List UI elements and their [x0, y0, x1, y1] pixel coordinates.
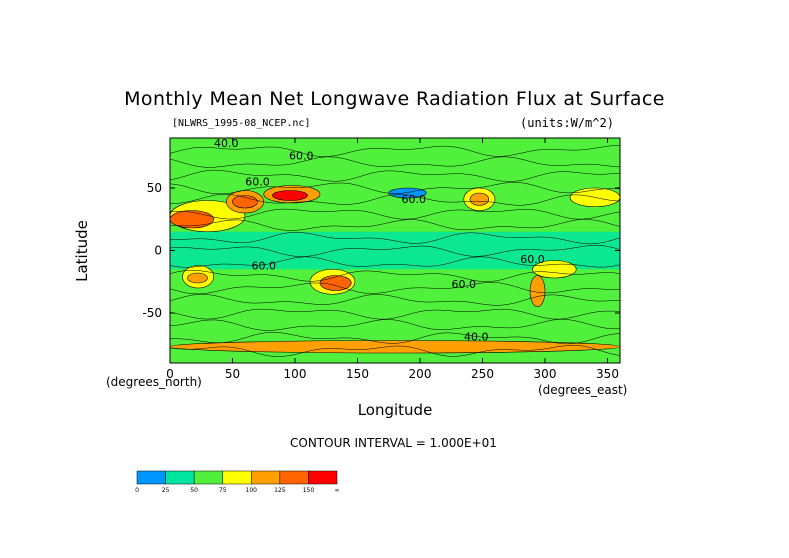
- chart-title: Monthly Mean Net Longwave Radiation Flux…: [124, 88, 665, 110]
- colorbar-label: 150: [303, 487, 315, 494]
- contour-line: [170, 345, 620, 357]
- contour-label: 40.0: [464, 331, 489, 344]
- contour-line: [170, 208, 620, 220]
- colorbar-label: 25: [162, 487, 170, 494]
- contour-label: 60.0: [245, 176, 270, 189]
- contour-label: 60.0: [452, 278, 477, 291]
- contour-line: [170, 269, 620, 282]
- contour-line: [170, 245, 620, 257]
- contour-line: [170, 294, 620, 306]
- heatmap-region: [232, 195, 258, 209]
- contour-line: [170, 319, 620, 331]
- y-tick-label: 0: [154, 244, 162, 258]
- heatmap-region: [170, 210, 215, 229]
- colorbar-label: ∞: [335, 487, 340, 494]
- x-tick-label: 250: [471, 367, 494, 381]
- heatmap-region: [187, 272, 208, 284]
- heatmap-region: [170, 340, 620, 354]
- contour-label: 60.0: [520, 253, 545, 266]
- contour-line: [170, 219, 620, 231]
- contour-line: [170, 256, 620, 268]
- contour-label: 60.0: [289, 149, 314, 162]
- contour-interval-label: CONTOUR INTERVAL = 1.000E+01: [290, 436, 497, 450]
- source-file-label: [NLWRS_1995-08_NCEP.nc]: [172, 118, 311, 129]
- contour-line: [170, 308, 620, 320]
- contour-label: 60.0: [402, 193, 427, 206]
- x-axis: 0 50 100 150 200 250 300 350: [166, 138, 619, 381]
- x-unit-note: (degrees_north): [106, 375, 202, 389]
- x-tick-label: 350: [596, 367, 619, 381]
- colorbar: 0 25 50 75 100 125 150 ∞: [135, 470, 340, 494]
- colorbar-label: 0: [135, 487, 139, 494]
- contour-line: [170, 169, 620, 182]
- contour-line: [170, 282, 620, 295]
- contour-line: [170, 194, 620, 206]
- colorbar-label: 100: [246, 487, 258, 494]
- x-tick-label: 50: [225, 367, 240, 381]
- heatmap-regions: [170, 185, 620, 354]
- colorbar-swatch: [165, 470, 195, 485]
- x-tick-label: 150: [346, 367, 369, 381]
- x-tick-label: 100: [284, 367, 307, 381]
- heatmap-region: [319, 275, 352, 291]
- contour-line: [170, 182, 620, 195]
- colorbar-swatch: [308, 470, 338, 485]
- plot-background: [170, 138, 620, 363]
- contour-line: [170, 145, 620, 157]
- contour-label: 40.0: [214, 137, 239, 150]
- heatmap-region: [469, 192, 490, 206]
- x-tick-label: 300: [534, 367, 557, 381]
- units-label: (units:W/m^2): [520, 116, 614, 130]
- y-axis-label: Latitude: [73, 220, 91, 282]
- contour-label: 60.0: [252, 259, 277, 272]
- x-tick-label: 200: [409, 367, 432, 381]
- colorbar-swatch: [222, 470, 252, 485]
- contour-lines: [170, 145, 620, 357]
- colorbar-swatch: [279, 470, 309, 485]
- colorbar-label: 125: [274, 487, 286, 494]
- colorbar-swatch: [136, 470, 166, 485]
- colorbar-label: 75: [219, 487, 227, 494]
- x-axis-label: Longitude: [357, 401, 433, 419]
- y-unit-note: (degrees_east): [538, 383, 628, 397]
- colorbar-swatch: [193, 470, 223, 485]
- x-tick-label: 0: [166, 367, 174, 381]
- contour-line: [170, 332, 620, 345]
- colorbar-swatch: [251, 470, 281, 485]
- y-tick-label: -50: [142, 306, 162, 320]
- contour-line: [170, 231, 620, 245]
- contour-line: [170, 156, 620, 168]
- y-axis: 50 0 -50: [142, 181, 620, 320]
- heatmap-region: [272, 190, 308, 201]
- colorbar-label: 50: [190, 487, 198, 494]
- y-tick-label: 50: [147, 181, 162, 195]
